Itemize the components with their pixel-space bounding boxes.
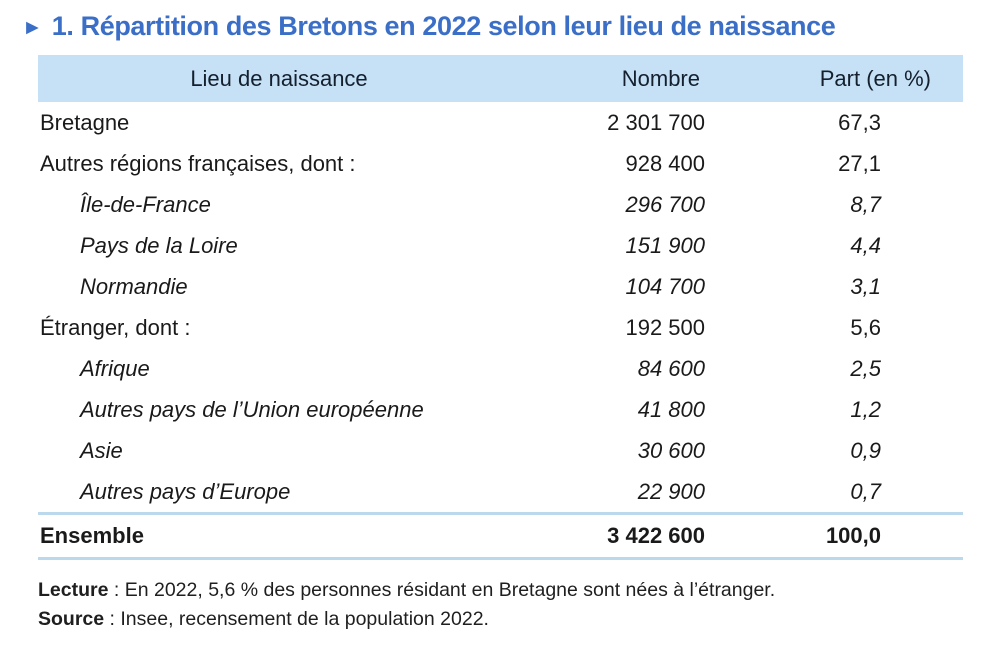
row-nombre: 192 500 [625,314,705,340]
row-part: 67,3 [838,109,881,135]
row-nombre: 30 600 [637,437,705,463]
source-note: Source : Insee, recensement de la popula… [38,605,1000,634]
row-part: 0,7 [850,478,881,504]
total-nombre: 3 422 600 [520,512,720,560]
row-nombre: 2 301 700 [607,109,705,135]
row-part: 4,4 [850,232,881,258]
row-label: Autres pays d’Europe [80,478,291,504]
row-label: Autres régions françaises, dont : [40,150,356,176]
table-row: Pays de la Loire 151 900 4,4 [38,225,963,266]
source-note-label: Source [38,608,105,630]
row-nombre: 151 900 [625,232,705,258]
lecture-note-label: Lecture [38,579,109,601]
total-label: Ensemble [38,512,520,560]
row-label: Île-de-France [80,191,211,217]
table-row: Île-de-France 296 700 8,7 [38,184,963,225]
source-note-text: : Insee, recensement de la population 20… [104,608,489,630]
figure-notes: Lecture : En 2022, 5,6 % des personnes r… [38,576,1000,634]
figure-title: 1. Répartition des Bretons en 2022 selon… [51,11,836,41]
row-part: 1,2 [850,396,881,422]
row-label: Afrique [80,355,150,381]
row-nombre: 104 700 [625,273,705,299]
column-header-part: Part (en %) [720,55,963,102]
row-part: 0,9 [850,437,881,463]
table-row: Autres pays de l’Union européenne 41 800… [38,389,963,430]
row-part: 2,5 [850,355,881,381]
row-label: Autres pays de l’Union européenne [80,396,424,422]
row-nombre: 84 600 [637,355,705,381]
lecture-note-text: : En 2022, 5,6 % des personnes résidant … [108,579,776,601]
lecture-note: Lecture : En 2022, 5,6 % des personnes r… [38,576,1000,605]
table-row: Afrique 84 600 2,5 [38,348,963,389]
row-part: 27,1 [838,150,881,176]
column-header-nombre: Nombre [520,55,720,102]
total-part: 100,0 [720,512,963,560]
row-label: Asie [80,437,123,463]
row-nombre: 928 400 [625,150,705,176]
row-part: 8,7 [850,191,881,217]
table-row: Normandie 104 700 3,1 [38,266,963,307]
row-nombre: 41 800 [637,396,705,422]
table-row: Asie 30 600 0,9 [38,430,963,471]
row-nombre: 296 700 [625,191,705,217]
row-label: Pays de la Loire [80,232,238,258]
table-header-row: Lieu de naissance Nombre Part (en %) [38,55,963,102]
row-nombre: 22 900 [637,478,705,504]
column-header-lieu-de-naissance: Lieu de naissance [38,55,520,102]
table-row: Bretagne 2 301 700 67,3 [38,102,963,143]
row-part: 3,1 [850,273,881,299]
table-row: Autres pays d’Europe 22 900 0,7 [38,471,963,514]
table-total-row: Ensemble 3 422 600 100,0 [38,512,963,560]
row-part: 5,6 [850,314,881,340]
table-row: Étranger, dont : 192 500 5,6 [38,307,963,348]
birthplace-table: Lieu de naissance Nombre Part (en %) Bre… [38,55,963,560]
figure-title-row: ► 1. Répartition des Bretons en 2022 sel… [0,0,1000,42]
table-row: Autres régions françaises, dont : 928 40… [38,143,963,184]
arrow-right-icon: ► [22,16,43,39]
row-label: Normandie [80,273,188,299]
row-label: Bretagne [40,109,130,135]
row-label: Étranger, dont : [40,314,191,340]
